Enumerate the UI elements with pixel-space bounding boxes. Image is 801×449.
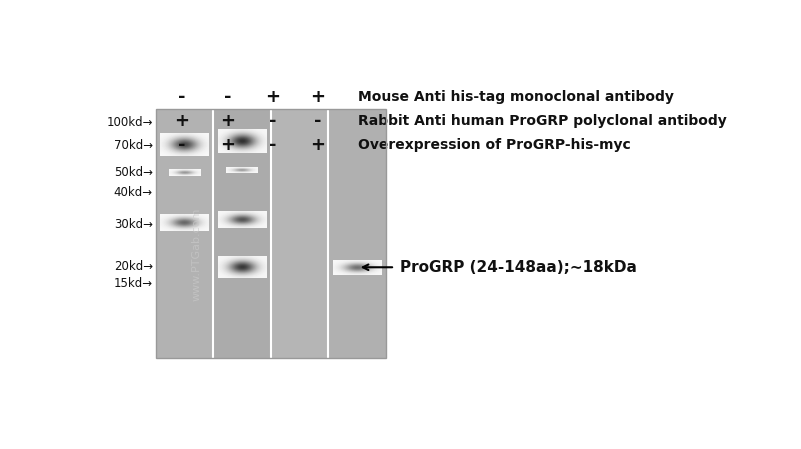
Bar: [156, 109, 213, 358]
Text: www.PTGab.com: www.PTGab.com: [191, 208, 201, 301]
Bar: [271, 109, 328, 358]
Text: -: -: [314, 112, 321, 130]
Text: -: -: [179, 136, 186, 154]
Text: +: +: [310, 88, 325, 106]
Text: Rabbit Anti human ProGRP polyclonal antibody: Rabbit Anti human ProGRP polyclonal anti…: [358, 114, 727, 128]
Bar: [328, 109, 386, 358]
Bar: [156, 109, 386, 358]
Bar: [213, 109, 271, 358]
Text: ProGRP (24-148aa);∼18kDa: ProGRP (24-148aa);∼18kDa: [400, 260, 637, 275]
Text: -: -: [179, 88, 186, 106]
Text: 20kd→: 20kd→: [114, 260, 153, 273]
Text: +: +: [175, 112, 190, 130]
Text: Mouse Anti his-tag monoclonal antibody: Mouse Anti his-tag monoclonal antibody: [358, 90, 674, 104]
Text: Overexpression of ProGRP-his-myc: Overexpression of ProGRP-his-myc: [358, 138, 630, 153]
Text: 15kd→: 15kd→: [114, 277, 153, 290]
Bar: [156, 109, 386, 358]
Text: 40kd→: 40kd→: [114, 186, 153, 199]
Text: 30kd→: 30kd→: [114, 219, 153, 231]
Text: +: +: [220, 136, 235, 154]
Text: 100kd→: 100kd→: [107, 116, 153, 129]
Text: 50kd→: 50kd→: [114, 166, 153, 179]
Text: +: +: [310, 136, 325, 154]
Text: -: -: [223, 88, 231, 106]
Text: +: +: [265, 88, 280, 106]
Text: -: -: [269, 112, 276, 130]
Text: +: +: [220, 112, 235, 130]
Text: 70kd→: 70kd→: [114, 139, 153, 152]
Text: -: -: [269, 136, 276, 154]
